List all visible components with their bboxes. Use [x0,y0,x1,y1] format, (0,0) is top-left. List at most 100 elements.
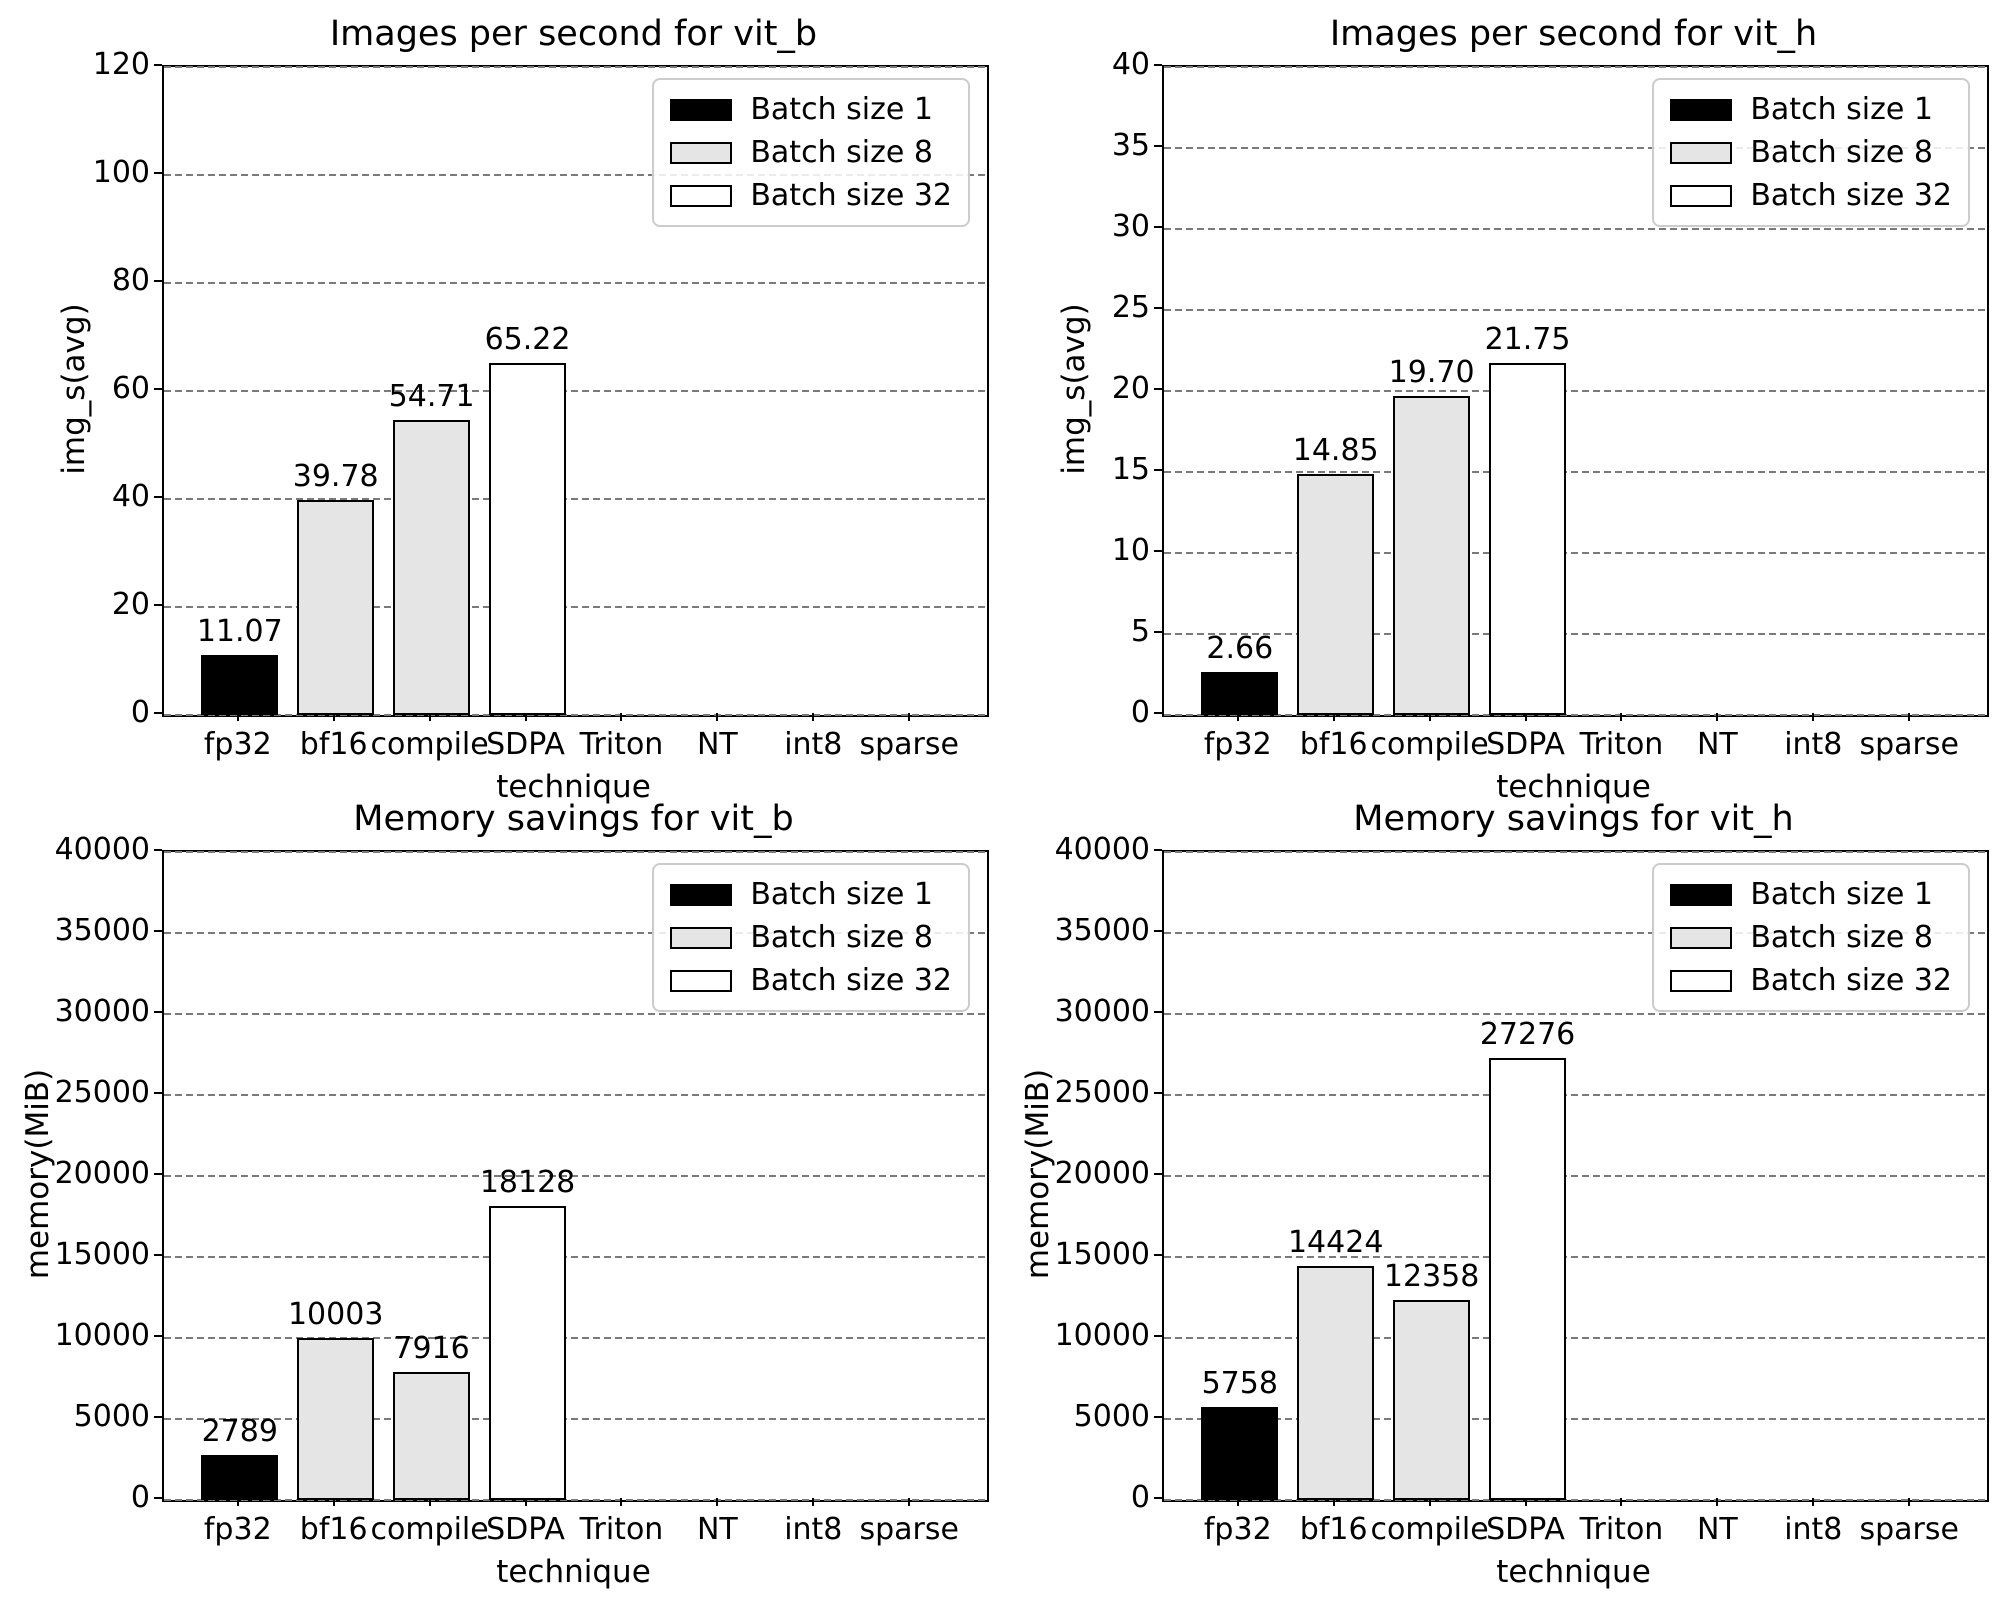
y-tick-mark [1154,145,1162,147]
chart-title: Images per second for vit_b [329,14,818,54]
gridline [164,714,987,716]
y-tick-label: 0 [1130,695,1150,730]
y-tick-label: 0 [130,1480,150,1515]
x-tick-label-compile: compile [370,727,489,762]
gridline [164,282,987,284]
x-tick-label-compile: compile [1370,727,1489,762]
legend-swatch-icon [1670,883,1733,906]
bar-bf16 [1297,474,1375,715]
y-tick-label: 10000 [54,1318,150,1353]
bar-value-label: 5758 [1201,1365,1278,1401]
bar-value-label: 14.85 [1292,433,1379,469]
x-tick-label-fp32: fp32 [1203,1512,1272,1547]
legend-swatch-icon [670,184,733,207]
x-tick-label-bf16: bf16 [299,1512,368,1547]
y-tick-label: 40 [1111,47,1150,82]
y-tick-label: 40000 [54,832,150,867]
chart-title: Images per second for vit_h [1329,14,1818,54]
y-tick-mark [1154,1092,1162,1094]
gridline [1164,471,1987,473]
bar-value-label: 2.66 [1206,630,1274,666]
x-tick-label-NT: NT [696,727,738,762]
x-tick-label-bf16: bf16 [1299,1512,1368,1547]
legend-swatch-icon [670,926,733,949]
x-tick-mark [1428,713,1431,721]
gridline [1164,714,1987,716]
y-tick-mark [154,1173,162,1175]
y-tick-mark [154,496,162,498]
x-tick-label-bf16: bf16 [1299,727,1368,762]
x-tick-mark [1716,713,1719,721]
y-tick-label: 30000 [54,994,150,1029]
y-tick-mark [154,1092,162,1094]
x-tick-mark [620,1498,623,1506]
chart-panel-throughput-vit-b: Images per second for vit_b img_s(avg) 11.… [0,0,1000,805]
bar-value-label: 27276 [1479,1017,1576,1053]
gridline [1164,1094,1987,1096]
y-tick-mark [1154,930,1162,932]
x-tick-label-sparse: sparse [1859,727,1959,762]
bar-fp32 [1201,1406,1279,1500]
x-tick-label-int8: int8 [1784,1512,1843,1547]
y-tick-label: 20 [1111,371,1150,406]
y-tick-label: 10 [1111,533,1150,568]
gridline [164,390,987,392]
x-tick-mark [1236,1498,1239,1506]
legend-item-label: Batch size 8 [750,135,933,170]
gridline [1164,1175,1987,1177]
legend-item-label: Batch size 1 [750,877,933,912]
bar-compile [1393,1299,1470,1500]
x-tick-mark [428,1498,431,1506]
x-tick-label-NT: NT [1696,727,1738,762]
x-tick-mark [908,1498,911,1506]
bar-value-label: 2789 [201,1413,278,1449]
legend-item: Batch size 1 [1670,875,1952,914]
y-tick-label: 30 [1111,209,1150,244]
gridline [1164,309,1987,311]
gridline [164,1337,987,1339]
x-tick-mark [1812,713,1815,721]
legend-item: Batch size 32 [1670,176,1952,215]
legend-swatch-icon [1670,141,1733,164]
gridline [1164,1499,1987,1501]
gridline [164,1418,987,1420]
x-tick-mark [812,1498,815,1506]
gridline [164,174,987,176]
bar-value-label: 54.71 [388,378,475,414]
gridline [164,606,987,608]
gridline [164,1175,987,1177]
legend-item: Batch size 8 [1670,133,1952,172]
y-tick-mark [154,172,162,174]
gridline [1164,633,1987,635]
bar-compile [1393,395,1470,715]
x-tick-label-Triton: Triton [579,727,664,762]
x-tick-mark [1524,713,1527,721]
x-tick-label-SDPA: SDPA [1486,1512,1565,1547]
y-tick-label: 15000 [1054,1237,1150,1272]
x-tick-label-NT: NT [1696,1512,1738,1547]
y-tick-mark [154,849,162,851]
bar-value-label: 10003 [287,1296,384,1332]
y-tick-mark [154,930,162,932]
x-tick-label-Triton: Triton [1579,727,1664,762]
plot-area: 2.66 14.85 19.70 21.75 [1162,65,1989,717]
bar-compile [393,1371,470,1500]
x-tick-mark [716,713,719,721]
bar-fp32 [201,655,279,715]
gridline [164,932,987,934]
y-tick-mark [1154,307,1162,309]
chart-title: Memory savings for vit_h [1353,799,1794,839]
y-tick-label: 15000 [54,1237,150,1272]
bar-value-label: 39.78 [292,459,379,495]
x-tick-label-SDPA: SDPA [486,727,565,762]
gridline [164,66,987,68]
x-tick-mark [716,1498,719,1506]
x-tick-mark [524,713,527,721]
x-tick-label-sparse: sparse [1859,1512,1959,1547]
y-tick-label: 25000 [54,1075,150,1110]
y-tick-mark [1154,1173,1162,1175]
y-tick-label: 5 [1130,614,1150,649]
gridline [1164,1418,1987,1420]
y-tick-mark [154,1497,162,1499]
